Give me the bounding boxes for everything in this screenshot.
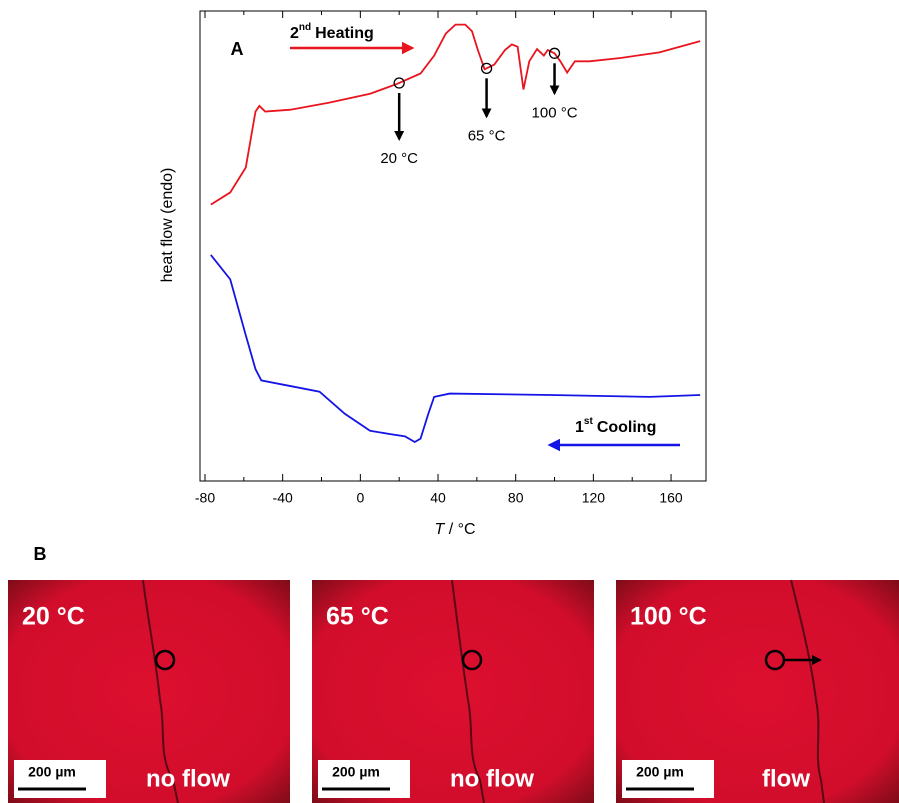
x-tick-label: 40 — [430, 490, 446, 506]
x-tick-label: -80 — [195, 490, 215, 506]
series-label: 2nd Heating — [290, 22, 415, 55]
micrograph: 65 °C 200 µm no flow — [312, 579, 594, 803]
temperature-label: 65 °C — [326, 603, 389, 631]
crack — [451, 579, 485, 803]
tracking-circle — [154, 649, 176, 671]
x-axis-unit: / °C — [449, 521, 476, 538]
marker-circle — [393, 77, 405, 89]
series-label-text: 1st Cooling — [575, 416, 656, 437]
series-label: 1st Cooling — [547, 416, 680, 452]
y-axis-label: heat flow (endo) — [159, 168, 176, 283]
marker-circle — [548, 47, 561, 59]
panel-label: B — [34, 544, 47, 564]
x-tick-label: -40 — [273, 490, 293, 506]
micrograph: 100 °C 200 µm flow — [616, 579, 899, 803]
series-label-sup: nd — [299, 22, 311, 33]
series-label-rest: Cooling — [597, 419, 657, 436]
series-line — [210, 254, 701, 444]
series-label-num: 1 — [575, 419, 584, 436]
marker-label: 20 °C — [380, 150, 418, 167]
scale-box — [14, 760, 106, 798]
panel-label: A — [231, 39, 244, 59]
scale-box — [318, 760, 410, 798]
marker-circle — [480, 62, 493, 74]
series-line — [210, 23, 701, 206]
x-tick-label: 160 — [659, 490, 683, 506]
series-label-text: 2nd Heating — [290, 22, 374, 43]
plot-frame — [199, 10, 707, 482]
marker-label: 100 °C — [532, 104, 578, 121]
crack — [790, 579, 825, 803]
x-axis-label: T / °C — [434, 521, 475, 538]
scale-bar-label: 200 µm — [28, 764, 76, 780]
marker-label: 65 °C — [468, 127, 506, 144]
series-label-rest: Heating — [315, 25, 374, 42]
scale-bar-label: 200 µm — [636, 764, 684, 780]
series-label-sup: st — [584, 416, 594, 427]
temperature-label: 20 °C — [22, 603, 85, 631]
scale-bar-label: 200 µm — [332, 764, 380, 780]
scale-box — [622, 760, 714, 798]
flow-label: no flow — [146, 765, 230, 792]
x-tick-label: 80 — [508, 490, 524, 506]
x-axis-var: T — [434, 521, 445, 538]
x-tick-label: 0 — [356, 490, 364, 506]
x-tick-label: 120 — [582, 490, 606, 506]
crack — [142, 579, 179, 803]
series-label-num: 2 — [290, 25, 299, 42]
tracking-circle — [461, 649, 483, 671]
temperature-label: 100 °C — [630, 603, 707, 631]
micrograph: 20 °C 200 µm no flow — [8, 579, 290, 803]
flow-label: no flow — [450, 765, 534, 792]
flow-label: flow — [762, 765, 810, 792]
